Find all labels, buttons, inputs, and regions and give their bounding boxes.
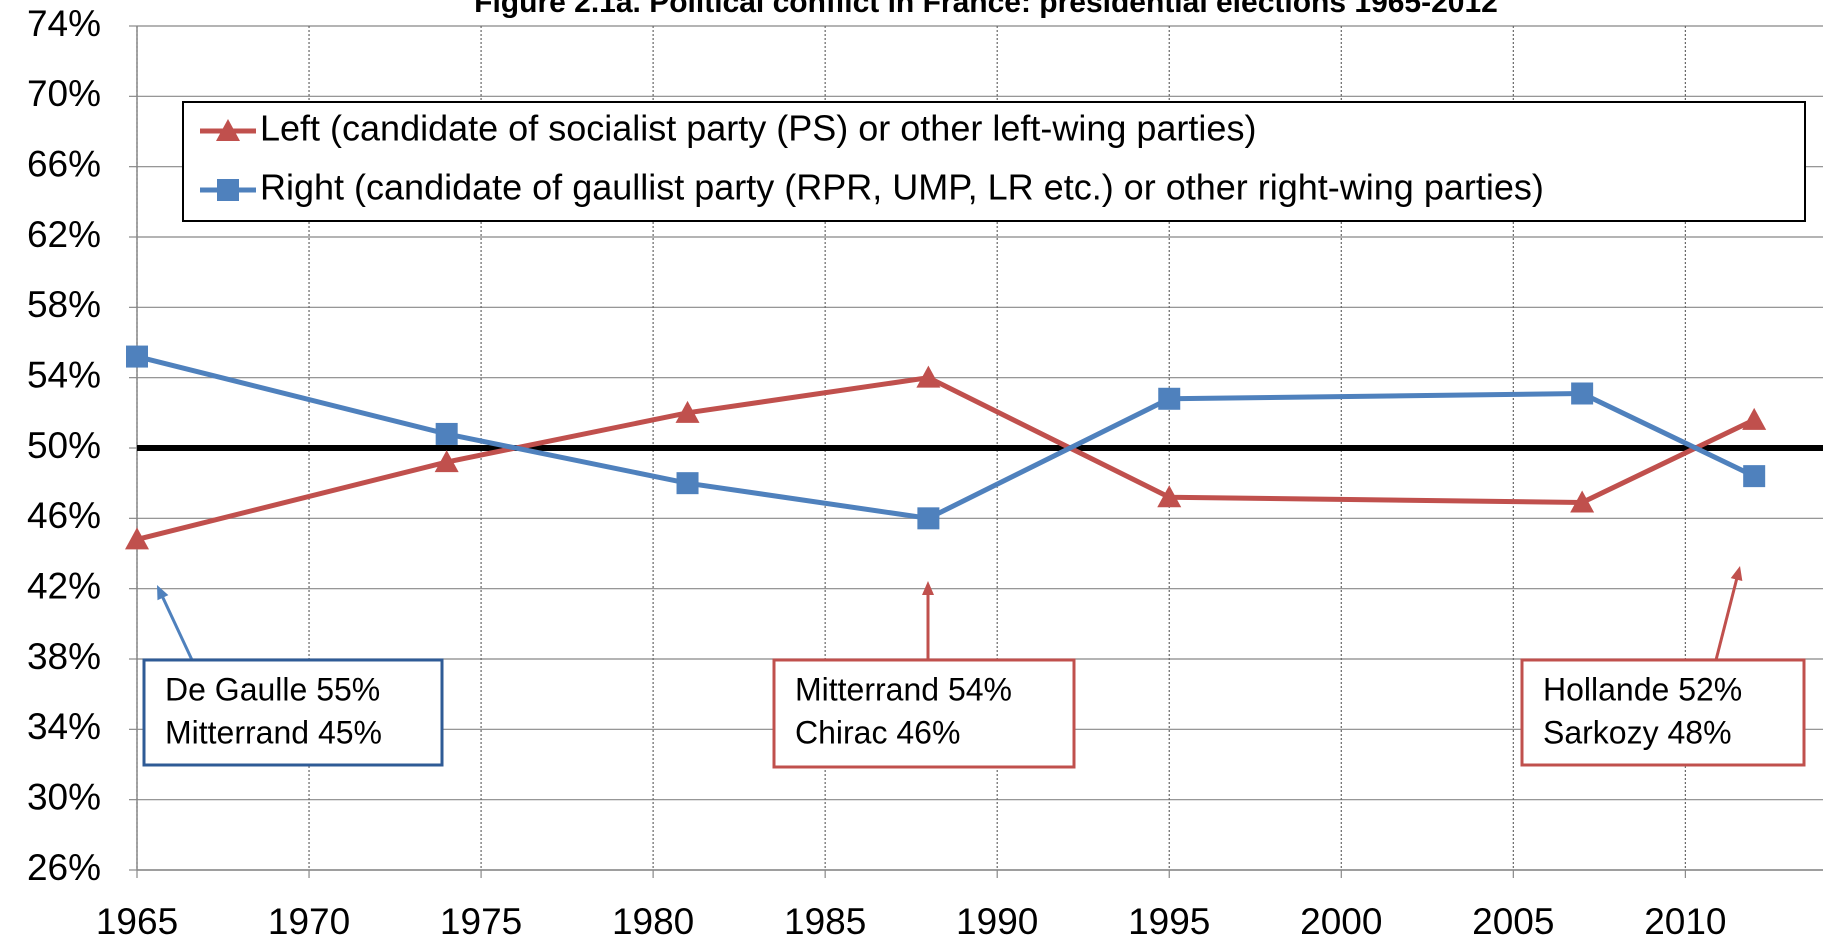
marker	[1743, 465, 1766, 488]
marker	[435, 422, 458, 445]
y-tick-label: 50%	[27, 425, 101, 466]
marker	[916, 365, 941, 388]
marker	[126, 345, 148, 368]
arrow-head	[157, 585, 169, 601]
annotation-text: Mitterrand 45%	[165, 714, 382, 750]
marker	[434, 450, 459, 473]
y-tick-label: 26%	[27, 847, 101, 888]
arrow-head	[922, 581, 934, 595]
series-line	[136, 375, 1756, 542]
x-tick-label: 2005	[1472, 901, 1554, 942]
marker	[676, 472, 699, 495]
annotation-text: Mitterrand 54%	[795, 671, 1012, 707]
annotation-text: Chirac 46%	[795, 714, 960, 750]
y-tick-label: 46%	[27, 495, 101, 536]
marker	[1742, 407, 1767, 430]
annotation-arrow	[159, 593, 194, 661]
x-tick-label: 1980	[612, 901, 694, 942]
y-tick-label: 74%	[27, 3, 101, 44]
x-tick-label: 1985	[784, 901, 866, 942]
x-tick-label: 1995	[1128, 901, 1210, 942]
legend-label: Right (candidate of gaullist party (RPR,…	[260, 167, 1544, 208]
y-tick-label: 58%	[27, 284, 101, 325]
legend-label: Left (candidate of socialist party (PS) …	[260, 108, 1256, 149]
x-tick-label: 2000	[1300, 901, 1382, 942]
marker	[1158, 387, 1181, 410]
marker	[1571, 382, 1594, 405]
chart-title: Figure 2.1a. Political conflict in Franc…	[474, 0, 1498, 19]
y-tick-label: 30%	[27, 776, 101, 817]
annotation-text: Sarkozy 48%	[1543, 714, 1732, 750]
y-tick-label: 34%	[27, 706, 101, 747]
marker	[675, 400, 700, 423]
annotation-box	[772, 658, 1076, 769]
y-tick-label: 38%	[27, 636, 101, 677]
annotation-box	[142, 658, 444, 767]
marker	[917, 507, 940, 530]
x-tick-label: 1975	[440, 901, 522, 942]
y-tick-label: 70%	[27, 73, 101, 114]
y-tick-label: 54%	[27, 354, 101, 395]
annotation-text: De Gaulle 55%	[165, 671, 380, 707]
y-tick-label: 62%	[27, 214, 101, 255]
legend-marker	[217, 179, 239, 201]
annotation-arrow	[1714, 575, 1739, 661]
legend-marker	[216, 119, 240, 141]
arrow-head	[1730, 566, 1743, 582]
marker	[125, 527, 149, 550]
annotation-box	[1520, 658, 1806, 767]
x-tick-label: 1965	[96, 901, 178, 942]
legend-box	[182, 101, 1806, 222]
y-tick-label: 66%	[27, 143, 101, 184]
annotation-text: Hollande 52%	[1543, 671, 1742, 707]
series-line	[136, 354, 1756, 521]
y-tick-label: 42%	[27, 565, 101, 606]
marker	[1157, 485, 1182, 508]
x-tick-label: 1970	[268, 901, 350, 942]
x-tick-label: 2010	[1644, 901, 1726, 942]
x-tick-label: 1990	[956, 901, 1038, 942]
marker	[1570, 490, 1595, 513]
